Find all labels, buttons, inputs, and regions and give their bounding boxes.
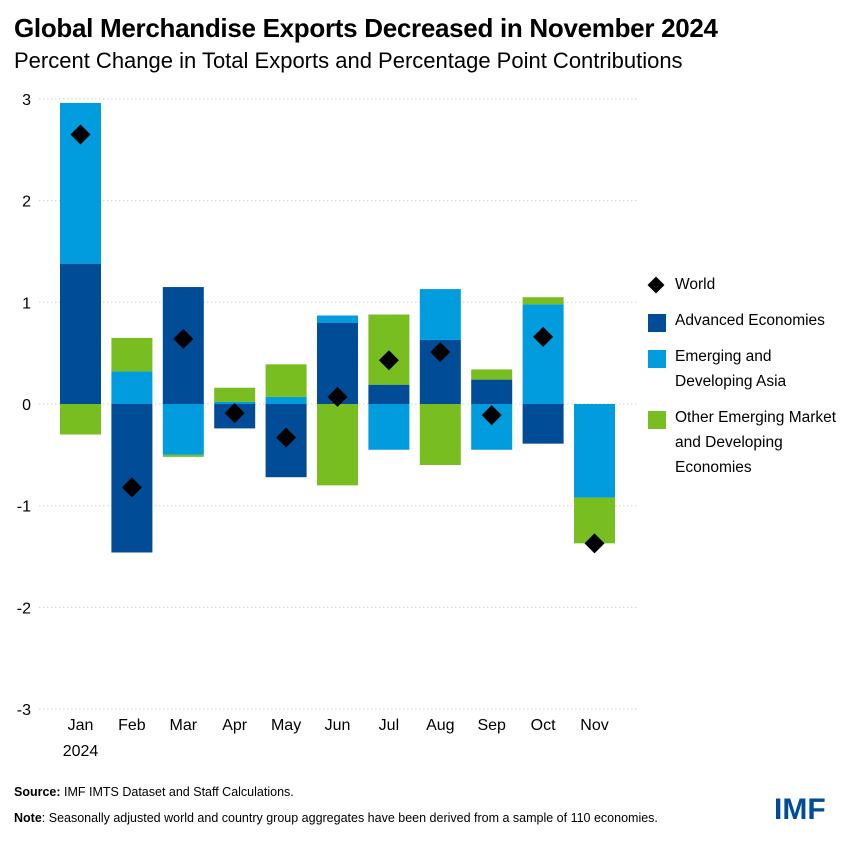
world-marker bbox=[533, 326, 554, 347]
bar-segment bbox=[471, 369, 513, 380]
bar-segment bbox=[214, 387, 256, 402]
note-label: Note bbox=[14, 811, 42, 825]
world-marker bbox=[481, 405, 502, 426]
imf-logo: IMF bbox=[774, 793, 826, 826]
legend-label: Advanced Economies bbox=[675, 312, 825, 329]
chart-subtitle: Percent Change in Total Exports and Perc… bbox=[14, 48, 683, 73]
bar-segment bbox=[574, 404, 615, 498]
world-marker bbox=[121, 477, 142, 498]
bar-segment bbox=[317, 315, 358, 323]
x-tick-label: Apr bbox=[222, 717, 248, 734]
bar-segment bbox=[419, 289, 461, 340]
bar-segment bbox=[162, 404, 204, 455]
legend: World Advanced Economies Emerging and De… bbox=[646, 272, 860, 491]
y-tick-label: -3 bbox=[17, 702, 31, 719]
legend-diamond-icon bbox=[647, 276, 665, 294]
bar-segment bbox=[162, 454, 204, 457]
x-tick-label: Aug bbox=[426, 717, 454, 734]
world-marker bbox=[378, 350, 399, 371]
bar-segment bbox=[111, 337, 153, 372]
world-marker bbox=[430, 342, 451, 363]
y-tick-label: -1 bbox=[17, 499, 31, 516]
x-tick-label: Mar bbox=[170, 717, 198, 734]
legend-swatch-asia bbox=[648, 350, 666, 368]
bar-segment bbox=[522, 297, 564, 305]
bar-segment bbox=[522, 404, 564, 444]
bar-segment bbox=[368, 314, 410, 385]
x-tick-label: Sep bbox=[477, 717, 506, 734]
bar-segment bbox=[265, 364, 307, 397]
bar-segment bbox=[265, 396, 307, 404]
bar-segment bbox=[368, 384, 410, 404]
source-label: Source: bbox=[14, 785, 61, 799]
legend-item-asia: Emerging and Developing Asia bbox=[646, 344, 860, 394]
legend-item-other: Other Emerging Market and Developing Eco… bbox=[646, 405, 860, 480]
note-text: : Seasonally adjusted world and country … bbox=[41, 811, 658, 825]
world-marker bbox=[173, 328, 194, 349]
chart-plot: 3 2 1 0 -1 -2 -3 Jan Feb Mar Apr May Jun Jul Aug Sep Oct… bbox=[17, 92, 637, 760]
legend-swatch-advanced bbox=[648, 314, 666, 332]
bar-segment bbox=[522, 304, 564, 404]
legend-label: Other Emerging Market and Developing Eco… bbox=[675, 409, 837, 476]
y-tick-label: 3 bbox=[22, 92, 31, 109]
legend-item-world: World bbox=[646, 272, 860, 297]
world-marker bbox=[70, 124, 91, 145]
x-tick-label: Oct bbox=[531, 717, 556, 734]
x-tick-label: Jul bbox=[379, 717, 399, 734]
world-marker bbox=[327, 386, 348, 407]
y-tick-label: 2 bbox=[22, 194, 31, 211]
x-tick-label: Jun bbox=[325, 717, 351, 734]
legend-item-advanced: Advanced Economies bbox=[646, 308, 860, 333]
bar-segment bbox=[419, 404, 461, 466]
x-tick-label: May bbox=[271, 717, 301, 734]
footnote: Note: Seasonally adjusted world and coun… bbox=[14, 811, 658, 825]
source-text: IMF IMTS Dataset and Staff Calculations. bbox=[60, 785, 294, 799]
bar-segment bbox=[368, 404, 410, 450]
y-tick-label: 1 bbox=[22, 295, 31, 312]
world-marker bbox=[276, 427, 297, 448]
x-year-label: 2024 bbox=[63, 743, 99, 760]
bar-segment bbox=[111, 371, 153, 404]
legend-label: Emerging and Developing Asia bbox=[675, 348, 787, 390]
bar-segment bbox=[214, 401, 256, 404]
x-tick-label: Nov bbox=[580, 717, 608, 734]
y-tick-label: 0 bbox=[22, 397, 31, 414]
chart-title: Global Merchandise Exports Decreased in … bbox=[14, 13, 718, 43]
x-tick-label: Jan bbox=[68, 717, 94, 734]
bar-segment bbox=[471, 379, 513, 404]
world-marker bbox=[584, 533, 605, 554]
x-tick-label: Feb bbox=[118, 717, 146, 734]
legend-swatch-other bbox=[648, 411, 666, 429]
y-tick-label: -2 bbox=[17, 600, 31, 617]
bar-segment bbox=[60, 263, 101, 404]
legend-label: World bbox=[675, 276, 716, 293]
source-note: Source: IMF IMTS Dataset and Staff Calcu… bbox=[14, 785, 294, 799]
bar-segment bbox=[317, 404, 358, 486]
bar-segment bbox=[60, 404, 101, 435]
world-marker bbox=[224, 403, 245, 424]
